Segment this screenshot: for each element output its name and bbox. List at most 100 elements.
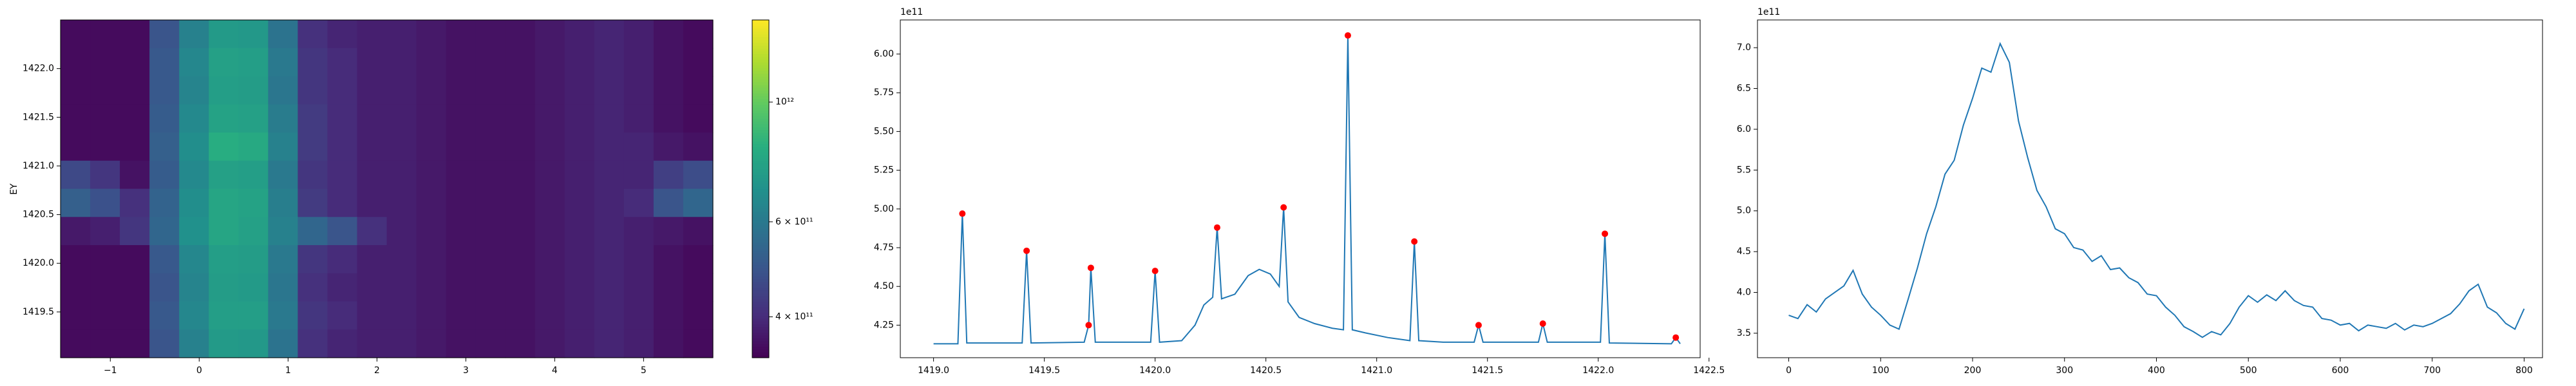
heatmap-cell xyxy=(238,76,269,105)
heatmap-cell xyxy=(61,133,91,161)
heatmap-cell xyxy=(446,48,477,77)
heatmap-cell xyxy=(268,160,298,190)
heatmap-cell xyxy=(535,20,565,49)
heatmap-cell xyxy=(298,217,328,246)
x-tick-label: 1422.0 xyxy=(1582,365,1614,376)
colorbar-segment xyxy=(752,242,769,246)
colorbar-segment xyxy=(752,338,769,342)
heatmap-cell xyxy=(149,104,180,133)
colorbar-segment xyxy=(752,87,769,91)
heatmap-cell xyxy=(564,245,595,274)
colorbar-segment xyxy=(752,223,769,226)
heatmap-cell xyxy=(683,104,714,133)
colorbar-segment xyxy=(752,141,769,145)
heatmap-cell xyxy=(683,133,714,161)
heatmap-cell xyxy=(327,245,358,274)
heatmap-cell xyxy=(120,20,150,49)
heatmap-cell xyxy=(564,273,595,302)
colorbar-segment xyxy=(752,340,769,344)
heatmap-cell xyxy=(594,48,625,77)
x-tick-label: 300 xyxy=(2056,365,2073,376)
heatmap-cell xyxy=(298,329,328,358)
heatmap-cell xyxy=(327,104,358,133)
colorbar-segment xyxy=(752,53,769,57)
x-tick-label: 4 xyxy=(552,365,558,376)
heatmap-cell xyxy=(653,273,684,302)
colorbar-segment xyxy=(752,250,769,254)
heatmap-cell xyxy=(238,160,269,190)
x-tick-label: 800 xyxy=(2515,365,2533,376)
heatmap-cell xyxy=(327,160,358,190)
heatmap-cell xyxy=(61,48,91,77)
heatmap-cell xyxy=(179,48,209,77)
heatmap-cell xyxy=(357,160,388,190)
colorbar-segment xyxy=(752,65,769,68)
y-tick-label: 5.50 xyxy=(874,126,894,136)
peak-marker xyxy=(1213,224,1220,231)
heatmap-cell xyxy=(653,301,684,330)
colorbar-segment xyxy=(752,101,769,105)
colorbar-segment xyxy=(752,51,769,55)
heatmap-cell xyxy=(683,188,714,217)
colorbar-segment xyxy=(752,197,769,201)
heatmap-cell xyxy=(446,20,477,49)
heatmap-cell xyxy=(61,329,91,358)
x-tick-label: 0 xyxy=(196,365,202,376)
heatmap-cell xyxy=(90,48,120,77)
heatmap-cell xyxy=(446,217,477,246)
colorbar-segment xyxy=(752,163,769,167)
x-tick-label: 2 xyxy=(374,365,380,376)
heatmap-cell xyxy=(327,217,358,246)
heatmap-cell xyxy=(564,160,595,190)
heatmap-cell xyxy=(149,76,180,105)
heatmap-cell xyxy=(653,20,684,49)
heatmap-cell xyxy=(683,245,714,274)
heatmap-cell xyxy=(683,76,714,105)
heatmap-cell xyxy=(446,329,477,358)
colorbar-segment xyxy=(752,208,769,212)
heatmap-cell xyxy=(90,245,120,274)
colorbar-segment xyxy=(752,268,769,271)
heatmap-cell xyxy=(298,48,328,77)
colorbar-segment xyxy=(752,45,769,49)
heatmap-cell xyxy=(683,217,714,246)
x-tick-label: 0 xyxy=(1786,365,1792,376)
heatmap-cell xyxy=(416,301,447,330)
heatmap-cell xyxy=(564,48,595,77)
heatmap-cell xyxy=(505,133,536,161)
colorbar-segment xyxy=(752,25,769,29)
peak-marker xyxy=(1602,230,1609,237)
colorbar-segment xyxy=(752,245,769,248)
heatmap-cell xyxy=(149,20,180,49)
colorbar-segment xyxy=(752,200,769,203)
heatmap-cell xyxy=(268,20,298,49)
heatmap-cell xyxy=(594,160,625,190)
heatmap-cell xyxy=(623,160,654,190)
heatmap-cell xyxy=(327,273,358,302)
heatmap-cell xyxy=(386,217,417,246)
colorbar-segment xyxy=(752,318,769,322)
heatmap-cell xyxy=(268,188,298,217)
heatmap-cell xyxy=(535,273,565,302)
heatmap-cell xyxy=(623,245,654,274)
colorbar-segment xyxy=(752,253,769,257)
colorbar-segment xyxy=(752,129,769,133)
heatmap-cell xyxy=(357,133,388,161)
heatmap-cell xyxy=(475,273,506,302)
heatmap-cell xyxy=(268,273,298,302)
heatmap-cell xyxy=(475,245,506,274)
heatmap-cell xyxy=(90,301,120,330)
colorbar-frame xyxy=(752,19,770,358)
colorbar-segment xyxy=(752,194,769,198)
heatmap-cell xyxy=(535,133,565,161)
heatmap-cell xyxy=(564,217,595,246)
y-tick-label: 6.00 xyxy=(874,49,894,59)
y-tick-label: 4.0 xyxy=(1737,288,1751,298)
colorbar-segment xyxy=(752,273,769,277)
heatmap-cell xyxy=(90,273,120,302)
heatmap-cell xyxy=(298,301,328,330)
heatmap-cell xyxy=(446,273,477,302)
heatmap-cell xyxy=(446,76,477,105)
heatmap-cell xyxy=(149,160,180,190)
